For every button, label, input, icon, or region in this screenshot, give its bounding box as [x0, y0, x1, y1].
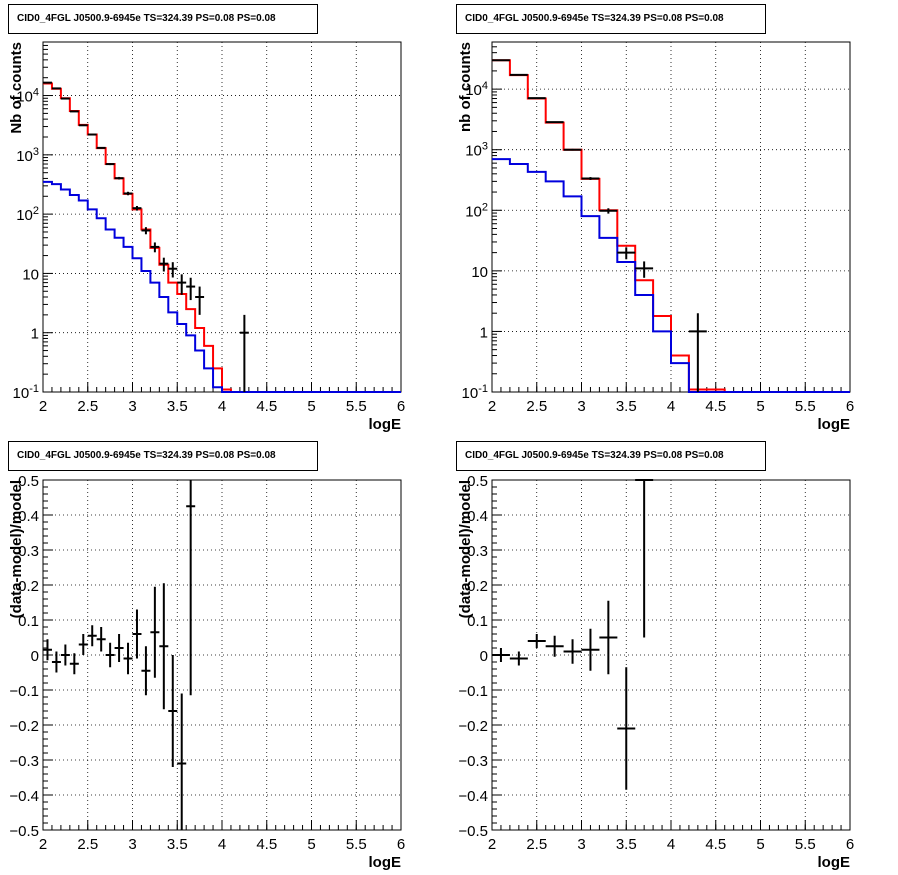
y-tick-label: −0.3 — [458, 753, 488, 770]
y-tick-label: 104 — [16, 87, 39, 106]
y-tick-label: −0.3 — [9, 753, 39, 770]
x-axis-label: logE — [369, 854, 402, 871]
x-tick-label: 3.5 — [616, 836, 637, 853]
x-tick-label: 5 — [756, 398, 764, 415]
x-tick-label: 3.5 — [616, 398, 637, 415]
y-tick-label: 0.4 — [18, 508, 39, 525]
y-tick-label: 0.3 — [18, 543, 39, 560]
x-tick-label: 5 — [756, 836, 764, 853]
title-panel-2: CID0_4FGL J0500.9-6945e TS=324.39 PS=0.0… — [456, 4, 766, 34]
y-tick-label: 10 — [22, 266, 39, 283]
x-tick-label: 2.5 — [77, 836, 98, 853]
x-tick-label: 3 — [128, 398, 136, 415]
y-tick-label: 0.5 — [467, 473, 488, 490]
y-tick-label: 103 — [465, 141, 488, 160]
title-panel-4: CID0_4FGL J0500.9-6945e TS=324.39 PS=0.0… — [456, 441, 766, 471]
y-tick-label: 104 — [465, 80, 488, 99]
y-axis-label: nb of counts — [457, 42, 474, 132]
y-tick-label: 102 — [465, 201, 488, 220]
y-axis-label: (data-model)/model — [8, 480, 25, 618]
y-tick-label: 0.1 — [467, 613, 488, 630]
y-tick-label: 0 — [31, 648, 39, 665]
x-tick-label: 3.5 — [167, 398, 188, 415]
y-tick-label: 1 — [31, 326, 39, 343]
y-tick-label: 0.4 — [467, 508, 488, 525]
y-axis-label: (data-model)/model — [457, 480, 474, 618]
x-tick-label: 5.5 — [346, 398, 367, 415]
x-tick-label: 4.5 — [705, 836, 726, 853]
x-tick-label: 2 — [39, 836, 47, 853]
y-tick-label: 0.2 — [467, 578, 488, 595]
x-tick-label: 2 — [488, 398, 496, 415]
x-tick-label: 4.5 — [256, 836, 277, 853]
x-tick-label: 3 — [128, 836, 136, 853]
y-tick-label: −0.2 — [9, 718, 39, 735]
x-tick-label: 6 — [397, 836, 405, 853]
x-tick-label: 4.5 — [256, 398, 277, 415]
y-tick-label: 0 — [480, 648, 488, 665]
x-tick-label: 5.5 — [795, 836, 816, 853]
y-tick-label: −0.1 — [458, 683, 488, 700]
x-tick-label: 2 — [488, 836, 496, 853]
y-tick-label: −0.4 — [458, 788, 488, 805]
total_model-histogram — [43, 82, 401, 393]
x-tick-label: 4 — [667, 836, 675, 853]
y-tick-label: 102 — [16, 205, 39, 224]
x-tick-label: 3 — [577, 398, 585, 415]
x-tick-label: 2 — [39, 398, 47, 415]
x-tick-label: 3 — [577, 836, 585, 853]
x-axis-label: logE — [818, 854, 851, 871]
x-tick-label: 5 — [307, 836, 315, 853]
y-tick-label: −0.1 — [9, 683, 39, 700]
title-panel-3: CID0_4FGL J0500.9-6945e TS=324.39 PS=0.0… — [8, 441, 318, 471]
y-tick-label: 0.1 — [18, 613, 39, 630]
y-tick-label: 10-1 — [462, 383, 488, 402]
y-tick-label: 103 — [16, 146, 39, 165]
x-tick-label: 4 — [218, 398, 226, 415]
x-tick-label: 5.5 — [346, 836, 367, 853]
y-tick-label: −0.5 — [9, 823, 39, 840]
y-tick-label: 10 — [471, 264, 488, 281]
x-axis-label: logE — [369, 416, 402, 433]
y-tick-label: 1 — [480, 324, 488, 341]
y-tick-label: −0.2 — [458, 718, 488, 735]
x-tick-label: 4.5 — [705, 398, 726, 415]
source_model-histogram — [492, 158, 850, 393]
x-tick-label: 4 — [667, 398, 675, 415]
x-tick-label: 2.5 — [526, 836, 547, 853]
title-panel-1: CID0_4FGL J0500.9-6945e TS=324.39 PS=0.0… — [8, 4, 318, 34]
source_model-histogram — [43, 180, 401, 393]
x-tick-label: 2.5 — [77, 398, 98, 415]
x-axis-label: logE — [818, 416, 851, 433]
x-tick-label: 5 — [307, 398, 315, 415]
x-tick-label: 3.5 — [167, 836, 188, 853]
x-tick-label: 5.5 — [795, 398, 816, 415]
y-axis-label: Nb of counts — [8, 42, 25, 134]
y-tick-label: 0.5 — [18, 473, 39, 490]
y-tick-label: 10-1 — [13, 383, 39, 402]
x-tick-label: 4 — [218, 836, 226, 853]
y-tick-label: −0.4 — [9, 788, 39, 805]
x-tick-label: 2.5 — [526, 398, 547, 415]
y-tick-label: 0.3 — [467, 543, 488, 560]
x-tick-label: 6 — [397, 398, 405, 415]
x-tick-label: 6 — [846, 836, 854, 853]
y-tick-label: −0.5 — [458, 823, 488, 840]
x-tick-label: 6 — [846, 398, 854, 415]
y-tick-label: 0.2 — [18, 578, 39, 595]
